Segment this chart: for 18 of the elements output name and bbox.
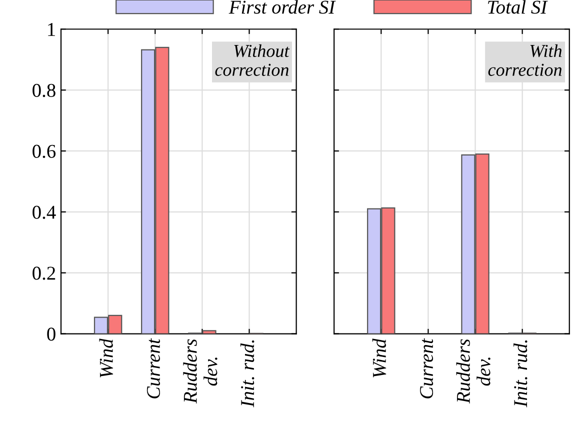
x-tick-label: Current [420, 338, 434, 398]
y-tick-label: 0 [47, 328, 56, 341]
x-tick-label: Wind [99, 338, 114, 378]
x-tick-label: Current [146, 338, 160, 398]
x-tick-label: Init. rud. [240, 340, 254, 408]
x-tick-label: Init. rud. [514, 340, 528, 408]
y-tick-label: 0.8 [32, 84, 56, 98]
y-tick-label: 0.6 [32, 144, 56, 158]
legend-label: First order SI [228, 0, 336, 14]
annotation: Without correction [215, 44, 290, 76]
y-tick-label: 0.4 [32, 206, 56, 219]
x-tick-label: Rudders dev. [183, 339, 218, 404]
y-tick-label: 0.2 [32, 266, 56, 280]
x-tick-label: Wind [372, 338, 386, 378]
x-tick-label: Rudders dev. [456, 339, 490, 404]
annotation: With correction [488, 44, 562, 76]
y-tick-label: 1 [48, 23, 55, 36]
legend-label: Total SI [488, 0, 548, 14]
